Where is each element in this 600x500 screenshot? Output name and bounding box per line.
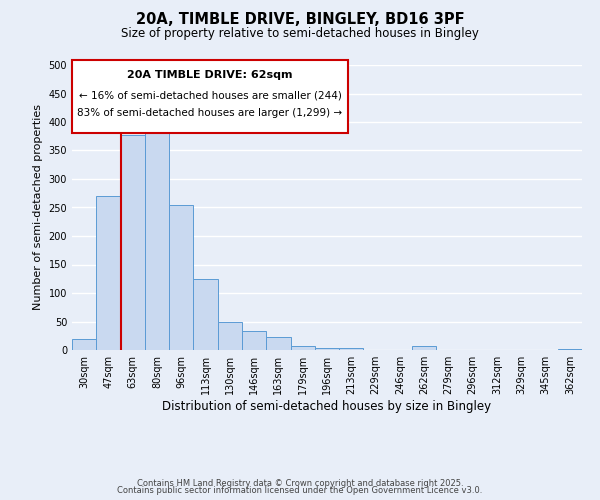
Bar — [412, 346, 436, 350]
Text: 20A, TIMBLE DRIVE, BINGLEY, BD16 3PF: 20A, TIMBLE DRIVE, BINGLEY, BD16 3PF — [136, 12, 464, 28]
Text: Size of property relative to semi-detached houses in Bingley: Size of property relative to semi-detach… — [121, 28, 479, 40]
Text: 83% of semi-detached houses are larger (1,299) →: 83% of semi-detached houses are larger (… — [77, 108, 343, 118]
Bar — [145, 126, 169, 350]
Text: 20A TIMBLE DRIVE: 62sqm: 20A TIMBLE DRIVE: 62sqm — [127, 70, 293, 80]
X-axis label: Distribution of semi-detached houses by size in Bingley: Distribution of semi-detached houses by … — [163, 400, 491, 413]
Text: Contains public sector information licensed under the Open Government Licence v3: Contains public sector information licen… — [118, 486, 482, 495]
Bar — [193, 279, 218, 350]
Bar — [290, 346, 315, 350]
Text: ← 16% of semi-detached houses are smaller (244): ← 16% of semi-detached houses are smalle… — [79, 90, 341, 100]
Bar — [169, 205, 193, 350]
Bar — [339, 348, 364, 350]
Bar — [121, 134, 145, 350]
Bar — [266, 338, 290, 350]
Bar — [242, 331, 266, 350]
Bar — [218, 322, 242, 350]
Text: Contains HM Land Registry data © Crown copyright and database right 2025.: Contains HM Land Registry data © Crown c… — [137, 478, 463, 488]
Bar — [96, 196, 121, 350]
Y-axis label: Number of semi-detached properties: Number of semi-detached properties — [33, 104, 43, 310]
Bar — [558, 349, 582, 350]
Bar — [315, 348, 339, 350]
Bar — [72, 338, 96, 350]
